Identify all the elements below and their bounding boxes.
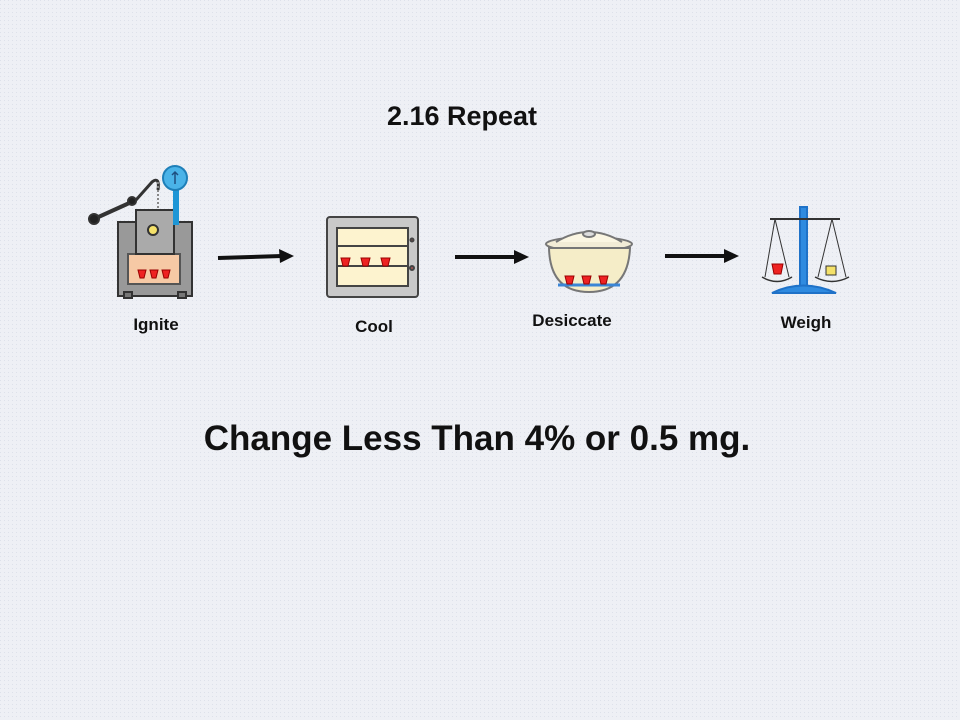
note: Change Less Than 4% or 0.5 mg. [204,419,751,458]
title: 2.16 Repeat [387,101,537,131]
arrows [217,249,739,264]
desiccator-icon [545,230,633,294]
step-label: Ignite [133,315,178,334]
step-label: Cool [355,317,393,336]
furnace-icon [88,165,193,299]
step-label: Desiccate [532,311,611,330]
step-label: Weigh [781,313,832,332]
cabinet-icon [326,216,419,298]
balance-icon [761,206,850,294]
